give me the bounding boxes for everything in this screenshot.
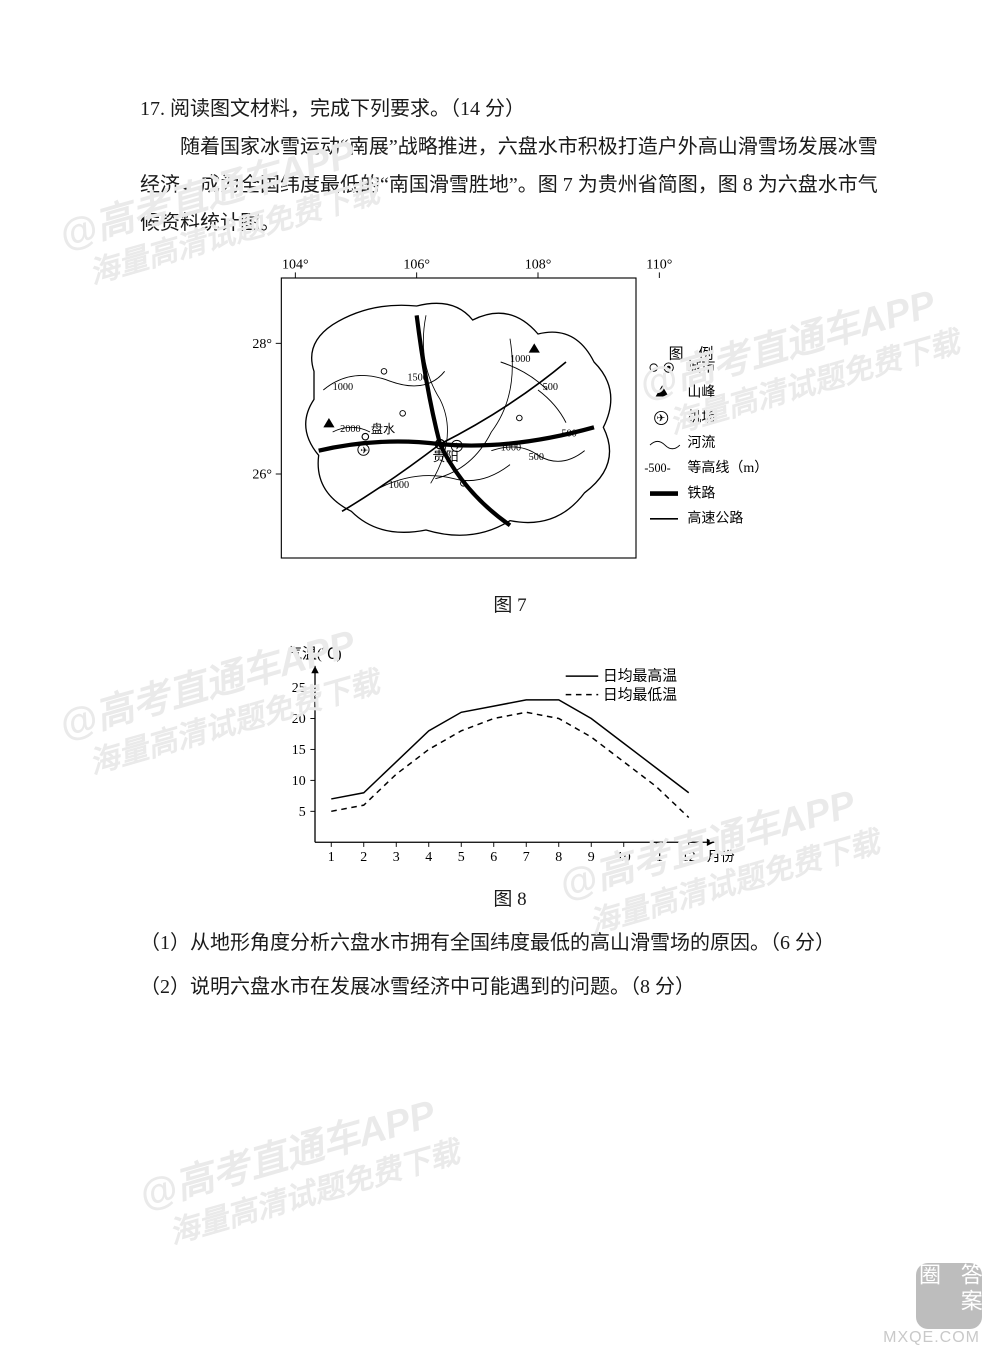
svg-text:28°: 28° <box>252 337 272 352</box>
watermark: @高考直通车APP海量高清试题免费下载 <box>134 1088 463 1257</box>
svg-text:104°: 104° <box>282 258 309 273</box>
svg-text:110°: 110° <box>646 258 672 273</box>
svg-text:等高线（m）: 等高线（m） <box>687 459 768 476</box>
q-stem: 阅读图文材料，完成下列要求。（14 分） <box>170 98 525 120</box>
svg-text:10: 10 <box>617 850 631 865</box>
svg-text:山峰: 山峰 <box>687 385 715 401</box>
svg-text:月份: 月份 <box>707 849 735 865</box>
svg-text:4: 4 <box>425 850 432 865</box>
svg-text:500: 500 <box>543 382 558 393</box>
svg-text:3: 3 <box>393 850 400 865</box>
svg-text:8: 8 <box>555 850 562 865</box>
question-number-line: 17. 阅读图文材料，完成下列要求。（14 分） <box>140 90 880 128</box>
figure-7-wrap: 104°106°108°110°28°26°100020001500100010… <box>140 250 880 624</box>
answer-badge: 答案圈 <box>916 1263 982 1329</box>
svg-text:9: 9 <box>588 850 595 865</box>
figure-7-caption: 图 7 <box>493 588 526 624</box>
sub-question-1: （1）从地形角度分析六盘水市拥有全国纬度最低的高山滑雪场的原因。（6 分） <box>140 924 880 962</box>
svg-text:2: 2 <box>360 850 367 865</box>
svg-text:15: 15 <box>292 743 306 758</box>
svg-text:✈: ✈ <box>360 446 368 456</box>
svg-text:6: 6 <box>490 850 497 865</box>
svg-text:106°: 106° <box>403 258 430 273</box>
svg-text:12: 12 <box>682 850 696 865</box>
svg-text:5: 5 <box>458 850 465 865</box>
svg-text:25: 25 <box>292 681 306 696</box>
svg-text:铁路: 铁路 <box>687 485 715 501</box>
svg-text:河流: 河流 <box>687 435 715 451</box>
svg-text:城市: 城市 <box>687 358 715 375</box>
figure-8-chart: 510152025气温(℃)123456789101112月份日均最高温日均最低… <box>250 638 770 879</box>
svg-text:盘水: 盘水 <box>371 421 395 436</box>
svg-text:500: 500 <box>529 452 544 463</box>
svg-text:5: 5 <box>299 805 306 820</box>
svg-text:机场: 机场 <box>687 410 715 426</box>
question-body: 随着国家冰雪运动“南展”战略推进，六盘水市积极打造户外高山滑雪场发展冰雪经济，成… <box>140 128 880 242</box>
svg-text:11: 11 <box>650 850 663 865</box>
svg-text:7: 7 <box>523 850 530 865</box>
svg-text:1000: 1000 <box>510 354 531 365</box>
svg-text:高速公路: 高速公路 <box>687 510 743 527</box>
svg-text:2000: 2000 <box>340 424 361 435</box>
svg-text:1: 1 <box>328 850 335 865</box>
sub-question-2: （2）说明六盘水市在发展冰雪经济中可能遇到的问题。（8 分） <box>140 968 880 1006</box>
svg-text:108°: 108° <box>525 258 552 273</box>
q-number: 17. <box>140 98 165 120</box>
svg-text:26°: 26° <box>252 468 272 483</box>
site-watermark: MXQE.COM <box>883 1323 980 1353</box>
figure-7-map: 104°106°108°110°28°26°100020001500100010… <box>230 250 790 586</box>
svg-text:-500-: -500- <box>644 461 670 475</box>
svg-text:1000: 1000 <box>389 480 409 491</box>
svg-text:1000: 1000 <box>333 382 354 393</box>
svg-text:20: 20 <box>292 712 306 727</box>
svg-text:✈: ✈ <box>657 414 666 425</box>
figure-8-wrap: 510152025气温(℃)123456789101112月份日均最高温日均最低… <box>140 632 880 918</box>
svg-text:日均最低温: 日均最低温 <box>603 686 677 703</box>
svg-text:10: 10 <box>292 774 306 789</box>
figure-8-caption: 图 8 <box>493 882 526 918</box>
svg-text:日均最高温: 日均最高温 <box>603 668 677 685</box>
svg-text:气温(℃): 气温(℃) <box>287 646 341 663</box>
svg-text:✈: ✈ <box>454 443 462 453</box>
